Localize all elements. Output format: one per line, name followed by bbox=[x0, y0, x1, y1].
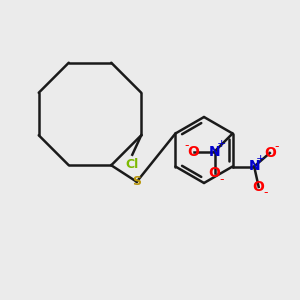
Text: O: O bbox=[253, 180, 265, 194]
Text: -: - bbox=[263, 186, 268, 200]
Text: -: - bbox=[274, 140, 279, 154]
Text: N: N bbox=[248, 160, 260, 173]
Text: -: - bbox=[219, 172, 224, 186]
Text: +: + bbox=[256, 154, 266, 164]
Text: +: + bbox=[217, 139, 226, 149]
Text: S: S bbox=[132, 175, 141, 188]
Text: Cl: Cl bbox=[126, 158, 139, 171]
Text: N: N bbox=[209, 145, 220, 158]
Text: O: O bbox=[188, 145, 200, 158]
Text: O: O bbox=[264, 146, 276, 160]
Text: -: - bbox=[185, 139, 189, 152]
Text: O: O bbox=[208, 166, 220, 180]
